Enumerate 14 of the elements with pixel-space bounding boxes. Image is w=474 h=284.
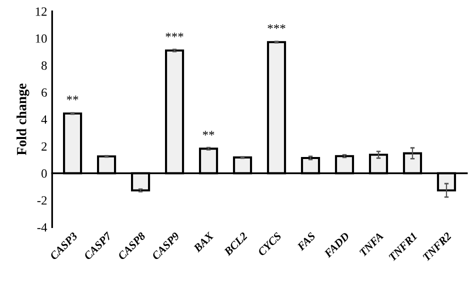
annotation: *** <box>166 32 184 38</box>
y-tick-label: 8 <box>42 61 47 70</box>
y-tick-label: 0 <box>42 169 47 178</box>
y-axis-title: Fold change <box>16 84 30 156</box>
y-tick-label: -2 <box>37 196 47 205</box>
y-tick-label: 10 <box>36 34 47 43</box>
y-tick-label: 6 <box>42 88 47 97</box>
y-tick-label: 2 <box>42 142 47 151</box>
annotation: ** <box>66 96 78 100</box>
y-tick-label: 12 <box>36 7 47 16</box>
annotation: ** <box>202 130 214 136</box>
y-tick-label: 4 <box>41 115 48 124</box>
annotation: *** <box>268 24 286 29</box>
y-tick-label: -4 <box>37 223 48 232</box>
